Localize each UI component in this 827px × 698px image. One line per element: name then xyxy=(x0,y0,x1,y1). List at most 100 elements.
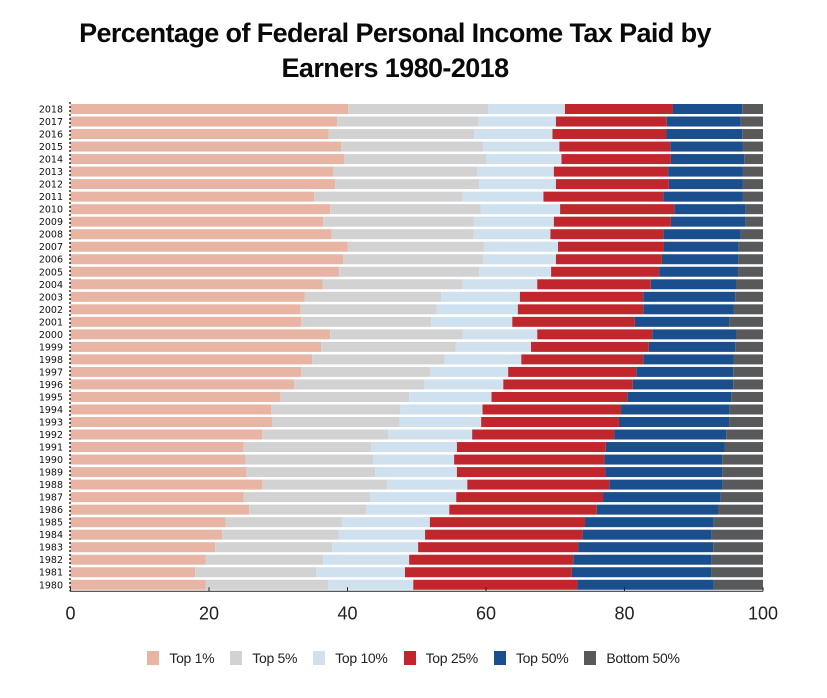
bar-segment-bottom-50-1997 xyxy=(733,366,763,377)
bar-segment-top-25-2000 xyxy=(537,329,653,340)
bar-segment-top-1-1982 xyxy=(70,554,206,565)
y-tick-label: 2017 xyxy=(39,117,63,128)
y-tick-label: 2018 xyxy=(39,105,63,116)
bar-segment-top-5-1992 xyxy=(262,429,389,440)
y-tick-label: 2004 xyxy=(39,280,63,291)
x-axis-ticks xyxy=(70,587,764,592)
bar-row-1990 xyxy=(70,454,763,465)
chart-title-line-1: Percentage of Federal Personal Income Ta… xyxy=(79,18,711,48)
bar-segment-top-25-1993 xyxy=(481,417,619,427)
bar-segment-top-1-2013 xyxy=(70,166,333,177)
bar-segment-top-25-1992 xyxy=(472,429,615,440)
bar-segment-top-10-1985 xyxy=(341,517,430,528)
bar-row-1999 xyxy=(70,341,763,352)
bar-segment-top-50-1988 xyxy=(609,479,723,490)
bar-segment-top-10-1999 xyxy=(455,341,532,352)
bar-segment-top-10-2001 xyxy=(431,316,513,327)
bar-segment-top-1-2011 xyxy=(70,191,315,202)
bar-segment-top-10-2012 xyxy=(479,179,556,190)
bar-segment-bottom-50-2008 xyxy=(740,229,763,240)
bar-segment-top-10-2009 xyxy=(473,216,554,227)
bar-row-2010 xyxy=(70,204,763,215)
y-tick-label: 2011 xyxy=(39,192,63,203)
y-tick-label: 1980 xyxy=(39,580,63,591)
bar-segment-top-50-2014 xyxy=(670,154,745,165)
bar-segment-top-5-1989 xyxy=(246,467,376,478)
bar-row-1987 xyxy=(70,492,763,503)
bar-segment-bottom-50-1981 xyxy=(711,567,763,578)
bar-segment-top-50-1984 xyxy=(582,529,712,540)
bar-segment-top-1-1993 xyxy=(70,417,273,427)
bar-segment-top-5-2015 xyxy=(341,141,484,152)
bar-segment-top-25-1996 xyxy=(503,379,633,390)
bar-segment-top-25-1989 xyxy=(456,467,606,478)
bar-segment-top-5-1991 xyxy=(243,442,372,453)
bar-segment-top-5-2011 xyxy=(314,191,463,202)
y-tick-label: 1989 xyxy=(39,468,63,479)
bar-segment-top-10-1983 xyxy=(332,542,419,553)
bar-segment-top-5-2012 xyxy=(335,179,480,190)
bar-segment-top-1-1990 xyxy=(70,454,246,465)
bar-segment-top-10-1993 xyxy=(399,417,482,427)
bar-row-1996 xyxy=(70,379,763,390)
bar-segment-top-1-2012 xyxy=(70,179,336,190)
bar-segment-top-50-1990 xyxy=(604,454,723,465)
bar-segment-top-1-2001 xyxy=(70,316,302,327)
bar-segment-top-50-2001 xyxy=(634,316,730,327)
bar-segment-top-10-1981 xyxy=(316,567,405,578)
bar-segment-bottom-50-1989 xyxy=(722,467,763,478)
bar-segment-bottom-50-1980 xyxy=(713,579,763,590)
y-tick-label: 2013 xyxy=(39,167,63,178)
bar-segment-top-25-2005 xyxy=(551,266,660,277)
bar-row-1984 xyxy=(70,529,763,540)
bar-segment-top-25-1997 xyxy=(508,366,637,377)
bar-segment-top-50-1982 xyxy=(573,554,712,565)
bar-row-2012 xyxy=(70,179,763,190)
y-tick-label: 1984 xyxy=(39,530,63,541)
bar-segment-top-25-1988 xyxy=(467,479,610,490)
bar-row-2005 xyxy=(70,266,763,277)
bar-segment-top-25-1982 xyxy=(409,554,574,565)
bar-segment-top-50-1989 xyxy=(605,467,723,478)
bar-segment-top-1-2009 xyxy=(70,216,324,227)
bar-row-1988 xyxy=(70,479,763,490)
bar-segment-top-25-1987 xyxy=(456,492,604,503)
bar-segment-top-10-2002 xyxy=(436,304,518,315)
bar-segment-top-10-1987 xyxy=(370,492,457,503)
bar-segment-top-10-1988 xyxy=(386,479,468,490)
bar-row-2000 xyxy=(70,329,763,340)
bar-segment-top-50-2015 xyxy=(670,141,743,152)
bar-segment-top-1-1995 xyxy=(70,391,281,402)
bar-segment-top-50-1981 xyxy=(571,567,712,578)
bar-segment-top-10-2016 xyxy=(474,129,553,140)
bar-segment-top-1-1983 xyxy=(70,542,216,553)
bar-segment-top-25-2009 xyxy=(553,216,671,227)
bar-row-1995 xyxy=(70,391,763,402)
y-tick-label: 1988 xyxy=(39,480,63,491)
bar-segment-top-1-2005 xyxy=(70,266,340,277)
bar-row-2008 xyxy=(70,229,763,240)
bar-row-2016 xyxy=(70,129,763,140)
y-tick-label: 2006 xyxy=(39,255,63,266)
y-tick-label: 1983 xyxy=(39,543,63,554)
bar-row-1993 xyxy=(70,417,763,427)
bar-row-1980 xyxy=(70,579,763,590)
bar-row-2006 xyxy=(70,254,763,265)
bar-segment-top-10-1989 xyxy=(375,467,457,478)
x-tick-label: 40 xyxy=(337,603,357,623)
bar-segment-top-10-1984 xyxy=(338,529,426,540)
bar-segment-top-25-2010 xyxy=(560,204,675,215)
y-tick-label: 1994 xyxy=(39,405,63,416)
bar-segment-bottom-50-2002 xyxy=(733,304,763,315)
bar-segment-top-5-1994 xyxy=(271,404,401,415)
bar-segment-top-1-1996 xyxy=(70,379,295,390)
bar-row-2015 xyxy=(70,141,763,152)
bar-segment-top-25-1995 xyxy=(491,391,628,402)
bar-row-2009 xyxy=(70,216,763,227)
bar-segment-bottom-50-1996 xyxy=(733,379,763,390)
y-tick-label: 1999 xyxy=(39,342,63,353)
bar-segment-top-5-1990 xyxy=(245,454,374,465)
bar-segment-top-50-2013 xyxy=(668,166,743,177)
legend-swatch xyxy=(313,651,326,665)
bar-segment-top-50-1986 xyxy=(596,504,718,515)
